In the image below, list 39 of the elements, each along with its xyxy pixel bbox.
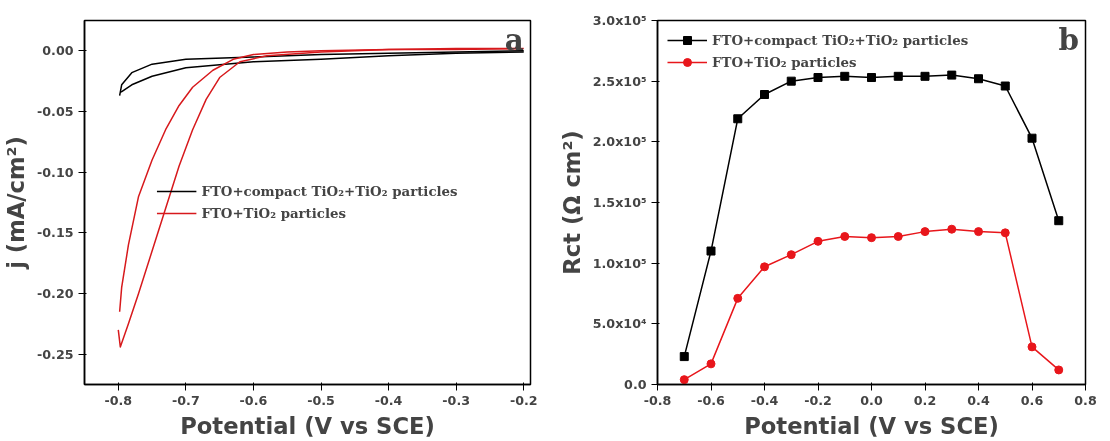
y-tick-label: 0.00 — [42, 43, 74, 59]
y-tick-label: 2.5x10⁵ — [592, 73, 647, 89]
x-tick-label: -0.6 — [697, 392, 726, 408]
y-tick-label: -0.15 — [37, 225, 74, 241]
legend-label: FTO+compact TiO₂+TiO₂ particles — [201, 183, 458, 199]
y-tick-label: -0.05 — [37, 104, 74, 119]
y-tick-label: -0.20 — [37, 286, 74, 301]
annotation: a — [504, 21, 524, 57]
x-tick-label: -0.2 — [509, 392, 538, 408]
x-tick-label: 0.6 — [1020, 392, 1044, 408]
x-tick-label: 0.2 — [913, 392, 937, 408]
y-tick-label: 1.0x10⁵ — [592, 255, 647, 271]
x-axis-title: Potential (V vs SCE) — [180, 412, 435, 439]
annotation: b — [1058, 21, 1080, 57]
y-tick-label: 3.0x10⁵ — [592, 13, 647, 28]
y-tick-label: 1.5x10⁵ — [592, 195, 647, 210]
x-tick-label: 0.8 — [1074, 392, 1097, 408]
y-tick-label: -0.25 — [37, 346, 74, 362]
x-tick-label: -0.7 — [172, 392, 200, 408]
x-tick-label: -0.3 — [442, 392, 471, 408]
x-tick-label: -0.8 — [643, 392, 672, 408]
y-axis-title: j (mA/cm²) — [3, 136, 30, 270]
x-tick-label: -0.4 — [374, 392, 403, 408]
x-tick-label: -0.4 — [750, 392, 779, 408]
x-tick-label: 0.0 — [860, 392, 883, 408]
y-tick-label: -0.10 — [37, 164, 74, 180]
legend-label: FTO+TiO₂ particles — [201, 205, 347, 221]
x-axis-title: Potential (V vs SCE) — [744, 412, 999, 439]
legend-label: FTO+TiO₂ particles — [712, 54, 857, 70]
x-tick-label: -0.8 — [104, 392, 133, 408]
y-axis-title: Rct (Ω cm²) — [558, 130, 585, 275]
x-tick-label: -0.6 — [239, 392, 268, 408]
x-tick-label: -0.2 — [804, 392, 832, 408]
legend-label: FTO+compact TiO₂+TiO₂ particles — [712, 32, 969, 48]
y-tick-label: 2.0x10⁵ — [592, 134, 647, 150]
x-tick-label: 0.4 — [967, 392, 990, 408]
y-tick-label: 5.0x10⁴ — [592, 316, 647, 332]
y-tick-label: 0.0 — [624, 377, 647, 392]
x-tick-label: -0.5 — [307, 392, 335, 408]
